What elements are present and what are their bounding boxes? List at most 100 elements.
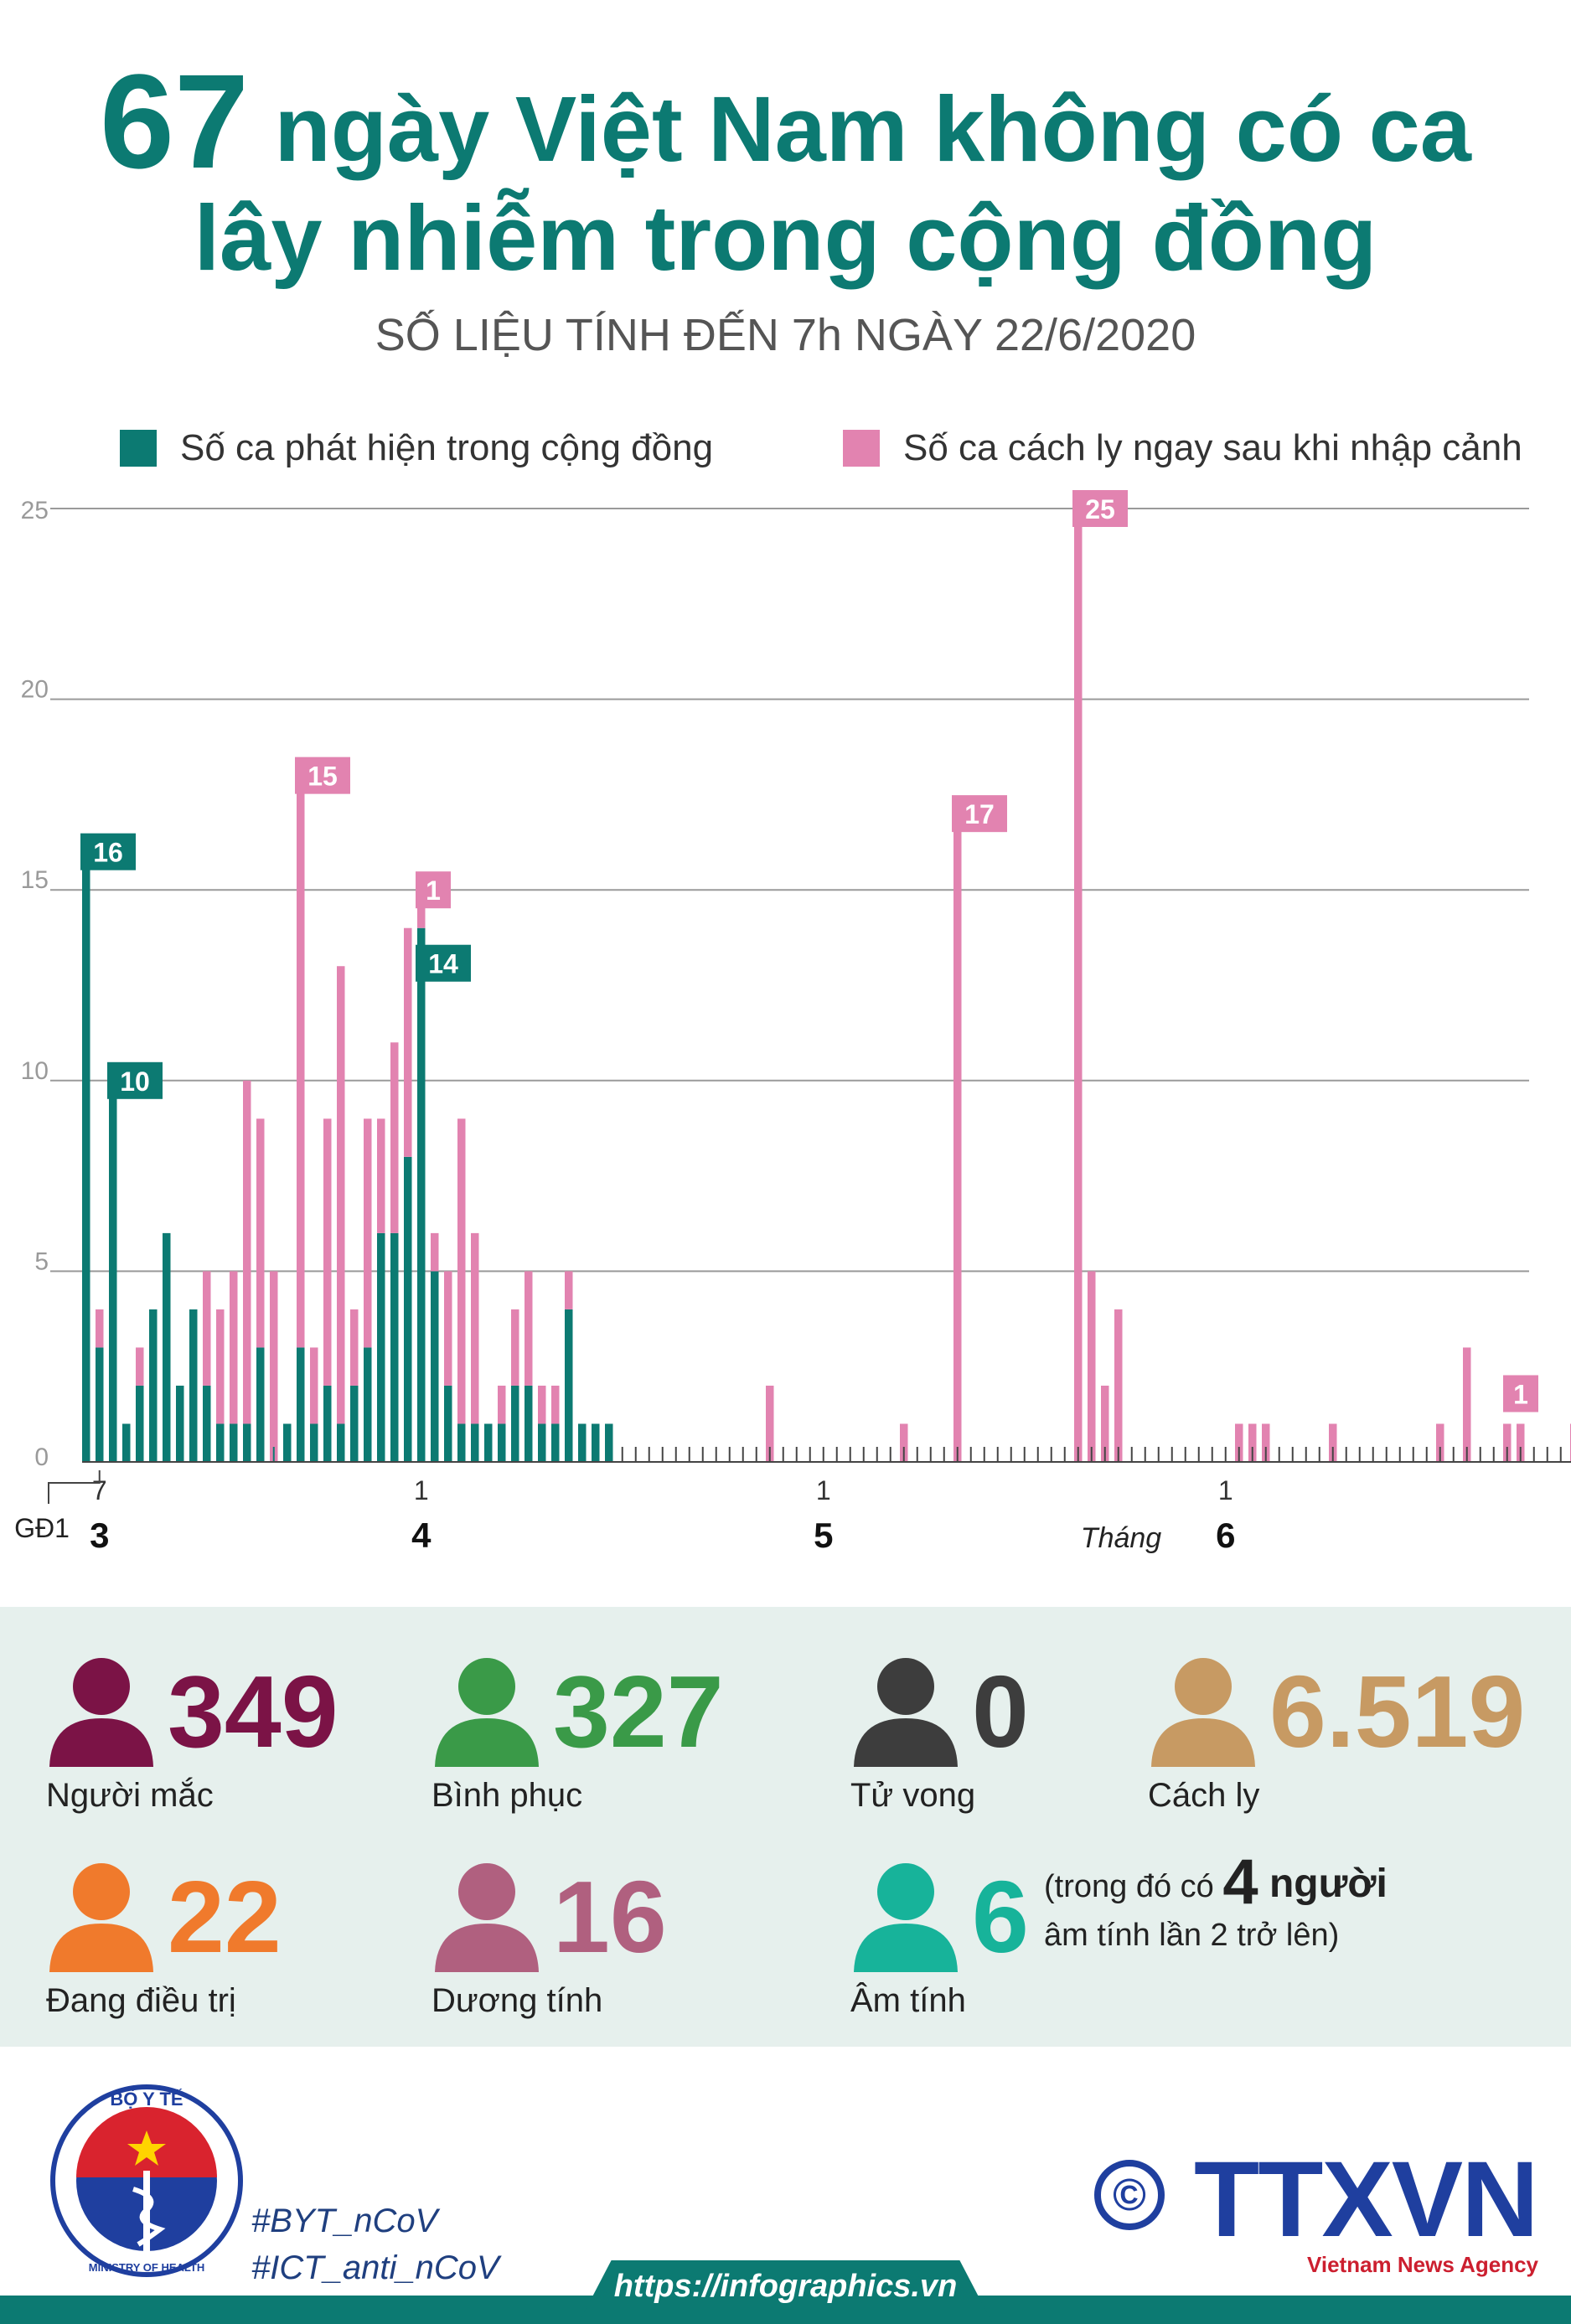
stat-label: Âm tính bbox=[850, 1982, 966, 2019]
bar-quarantine bbox=[350, 1309, 359, 1386]
bar-community bbox=[216, 1423, 225, 1462]
bar-community bbox=[592, 1423, 600, 1462]
bar-quarantine bbox=[1088, 1271, 1096, 1462]
data-label-box bbox=[295, 757, 350, 794]
bar-quarantine bbox=[565, 1271, 573, 1309]
stat-value: 22 bbox=[168, 1860, 282, 1974]
bar-community bbox=[364, 1347, 372, 1462]
hashtag-ict[interactable]: #ICT_anti_nCoV bbox=[251, 2249, 499, 2286]
data-label: 1 bbox=[1513, 1379, 1528, 1409]
bar-community bbox=[350, 1385, 359, 1462]
stat-value: 16 bbox=[553, 1860, 667, 1974]
bar-community bbox=[203, 1385, 211, 1462]
bar-community bbox=[471, 1423, 479, 1462]
data-label-box bbox=[80, 833, 136, 870]
data-label: 14 bbox=[428, 949, 458, 979]
bar-community bbox=[444, 1385, 452, 1462]
y-tick-label: 15 bbox=[21, 866, 49, 894]
person-icon bbox=[49, 1658, 153, 1767]
month-label: 5 bbox=[814, 1516, 833, 1555]
bar-community bbox=[337, 1423, 345, 1462]
bar-quarantine bbox=[538, 1385, 546, 1424]
ttxvn-logo: TTXVN bbox=[1194, 2140, 1539, 2259]
stat-label: Người mắc bbox=[46, 1777, 214, 1814]
bar-community bbox=[243, 1423, 251, 1462]
bar-quarantine bbox=[1503, 1423, 1512, 1462]
person-icon bbox=[854, 1863, 958, 1972]
bar-quarantine bbox=[1517, 1423, 1525, 1462]
bar-quarantine bbox=[203, 1271, 211, 1386]
bar-quarantine bbox=[1436, 1423, 1444, 1462]
stat-value: 327 bbox=[553, 1655, 724, 1769]
bar-quarantine bbox=[1248, 1423, 1257, 1462]
bar-community bbox=[551, 1423, 560, 1462]
note-number: 4 bbox=[1222, 1846, 1258, 1918]
stat-value: 0 bbox=[972, 1655, 1029, 1769]
bar-quarantine bbox=[498, 1385, 506, 1424]
bar-quarantine bbox=[230, 1271, 238, 1424]
bar-quarantine bbox=[431, 1232, 439, 1272]
bar-community bbox=[82, 851, 90, 1462]
month-label: 4 bbox=[411, 1516, 432, 1555]
bar-quarantine bbox=[1114, 1309, 1123, 1462]
person-icon bbox=[49, 1863, 153, 1972]
data-label-box bbox=[1072, 490, 1128, 527]
bar-community bbox=[109, 1080, 117, 1462]
bar-quarantine bbox=[1074, 509, 1083, 1462]
bar-community bbox=[498, 1423, 506, 1462]
data-label: 15 bbox=[307, 762, 338, 792]
data-label-box bbox=[1503, 1375, 1538, 1412]
legend-item-quarantine: Số ca cách ly ngay sau khi nhập cảnh bbox=[843, 419, 1522, 478]
bar-quarantine bbox=[1262, 1423, 1270, 1462]
data-label: 10 bbox=[120, 1066, 150, 1097]
bar-quarantine bbox=[310, 1347, 318, 1424]
bar-quarantine bbox=[900, 1423, 908, 1462]
stat-label: Dương tính bbox=[432, 1982, 603, 2019]
y-tick-label: 5 bbox=[34, 1247, 49, 1275]
copyright-icon: © bbox=[1094, 2160, 1165, 2230]
stat-label: Đang điều trị bbox=[46, 1982, 236, 2019]
day-label: 1 bbox=[816, 1475, 831, 1505]
bar-quarantine bbox=[216, 1309, 225, 1424]
site-url[interactable]: https://infographics.vn bbox=[613, 2269, 958, 2304]
y-tick-label: 0 bbox=[34, 1443, 49, 1471]
stat-label: Tử vong bbox=[850, 1777, 976, 1814]
title-number: 67 bbox=[100, 46, 249, 196]
url-tab bbox=[578, 2260, 993, 2324]
page-title-line1: 67 ngày Việt Nam không có ca bbox=[0, 54, 1571, 189]
person-icon bbox=[435, 1658, 539, 1767]
svg-text:MINISTRY OF HEALTH: MINISTRY OF HEALTH bbox=[89, 2261, 204, 2274]
stat-value: 349 bbox=[168, 1655, 338, 1769]
bar-community bbox=[457, 1423, 466, 1462]
title-text-line1: ngày Việt Nam không có ca bbox=[249, 78, 1471, 181]
bar-quarantine bbox=[1235, 1423, 1243, 1462]
stat-label: Bình phục bbox=[432, 1777, 583, 1814]
bar-community bbox=[149, 1309, 158, 1462]
bar-community bbox=[605, 1423, 613, 1462]
bar-quarantine bbox=[511, 1309, 519, 1386]
bar-quarantine bbox=[1101, 1385, 1109, 1462]
bar-community bbox=[525, 1385, 533, 1462]
legend-label-quarantine: Số ca cách ly ngay sau khi nhập cảnh bbox=[903, 427, 1522, 468]
data-label: 25 bbox=[1085, 494, 1115, 524]
bar-quarantine bbox=[444, 1271, 452, 1386]
bar-community bbox=[176, 1385, 184, 1462]
bar-community bbox=[230, 1423, 238, 1462]
bar-community bbox=[136, 1385, 144, 1462]
bar-community bbox=[283, 1423, 292, 1462]
legend-label-community: Số ca phát hiện trong cộng đồng bbox=[180, 427, 714, 468]
legend-swatch-community bbox=[120, 430, 157, 467]
bar-quarantine bbox=[377, 1118, 385, 1233]
hashtag-byt[interactable]: #BYT_nCoV bbox=[251, 2203, 438, 2239]
y-tick-label: 20 bbox=[21, 676, 49, 704]
data-label-box bbox=[107, 1061, 163, 1099]
y-tick-label: 10 bbox=[21, 1057, 49, 1085]
hashtags: #BYT_nCoV #ICT_anti_nCoV bbox=[251, 2197, 499, 2291]
bar-quarantine bbox=[256, 1118, 265, 1348]
bar-quarantine bbox=[953, 813, 962, 1462]
bar-quarantine bbox=[323, 1118, 332, 1386]
bar-quarantine bbox=[390, 1042, 399, 1233]
bar-community bbox=[297, 1347, 305, 1462]
negative-note: (trong đó có 4 người âm tính lần 2 trở l… bbox=[1044, 1851, 1388, 1960]
day-label: 1 bbox=[414, 1475, 429, 1505]
